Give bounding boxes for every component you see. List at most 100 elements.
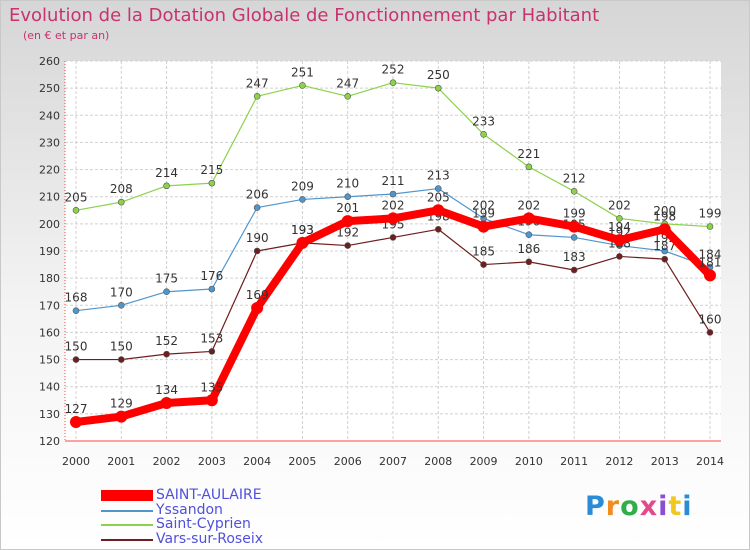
y-tick-label: 220 [39,164,60,177]
y-tick-label: 180 [39,272,60,285]
data-point-saint-cyprien [706,223,714,230]
data-label-vars-sur-roseix: 150 [65,340,88,354]
logo-letter: i [682,491,693,522]
data-point-vars-sur-roseix [525,258,533,266]
data-point-yssandon [661,247,669,255]
data-point-vars-sur-roseix [253,247,261,255]
data-label-saint-cyprien: 212 [563,171,586,185]
legend-label-yssandon: Yssandon [156,502,223,518]
data-point-vars-sur-roseix [434,225,442,233]
logo-letter: o [620,491,640,522]
y-tick-label: 140 [39,381,60,394]
legend-swatch-saint-aulaire [101,490,153,501]
y-tick-label: 120 [39,435,60,448]
data-point-saint-cyprien [117,198,125,206]
data-label-yssandon: 211 [382,174,405,188]
data-label-saint-aulaire: 181 [699,255,722,269]
data-point-saint-aulaire [704,269,716,282]
data-point-vars-sur-roseix [72,356,80,363]
x-tick-label: 2008 [424,455,452,468]
data-label-yssandon: 210 [336,177,359,191]
data-point-saint-aulaire [296,236,309,249]
data-label-saint-cyprien: 202 [608,198,631,212]
data-point-saint-cyprien [208,179,216,187]
y-tick-label: 200 [39,218,60,231]
data-label-saint-cyprien: 233 [472,114,495,128]
data-label-vars-sur-roseix: 150 [110,340,133,354]
y-tick-label: 230 [39,136,60,149]
data-point-vars-sur-roseix [661,255,669,263]
legend-label-saint-aulaire: SAINT-AULAIRE [156,487,262,503]
y-tick-label: 130 [39,408,60,421]
logo-letter: t [668,491,683,522]
data-point-yssandon [208,285,216,293]
data-label-saint-cyprien: 200 [653,204,676,218]
data-point-saint-aulaire [477,220,490,233]
data-label-saint-aulaire: 199 [472,207,495,221]
logo-letter: i [658,491,669,522]
data-point-saint-cyprien [525,163,533,171]
data-label-saint-cyprien: 199 [699,207,722,221]
x-tick-label: 2010 [515,455,543,468]
data-point-saint-cyprien [72,206,80,214]
data-label-saint-cyprien: 221 [517,147,540,161]
y-tick-label: 170 [39,299,60,312]
data-label-yssandon: 209 [291,179,314,193]
data-point-yssandon [163,288,170,296]
x-tick-label: 2006 [334,455,362,468]
logo-letter: P [585,491,606,522]
data-point-yssandon [72,307,80,315]
x-tick-label: 2009 [470,455,498,468]
data-point-vars-sur-roseix [616,253,623,260]
data-label-saint-aulaire: 169 [246,288,269,302]
data-label-saint-cyprien: 215 [200,163,223,177]
chart-title: Evolution de la Dotation Globale de Fonc… [9,5,600,26]
data-label-saint-cyprien: 247 [246,76,269,90]
logo-letter: x [639,491,659,522]
data-point-saint-aulaire [522,212,535,225]
legend-swatch-yssandon [101,510,153,512]
data-label-saint-aulaire: 199 [563,207,586,221]
data-label-yssandon: 170 [110,285,133,299]
data-point-vars-sur-roseix [208,348,216,355]
data-label-saint-aulaire: 202 [517,198,540,212]
data-point-saint-cyprien [253,92,261,100]
data-point-saint-cyprien [434,84,442,92]
chart-subtitle: (en € et par an) [23,29,110,42]
data-label-saint-aulaire: 134 [155,383,178,397]
data-point-saint-cyprien [616,215,623,222]
data-label-saint-cyprien: 247 [336,76,359,90]
y-tick-label: 160 [39,326,60,339]
x-tick-label: 2007 [379,455,407,468]
data-point-saint-cyprien [570,187,578,195]
data-point-saint-aulaire [251,302,264,314]
data-label-yssandon: 206 [246,188,269,202]
data-label-saint-aulaire: 129 [110,397,133,411]
data-label-saint-cyprien: 252 [382,63,405,77]
y-tick-label: 210 [39,191,60,204]
data-point-vars-sur-roseix [706,329,714,336]
data-point-yssandon [570,234,578,241]
data-label-yssandon: 168 [65,291,88,305]
y-tick-label: 240 [39,109,60,122]
data-point-saint-cyprien [344,92,352,100]
data-label-vars-sur-roseix: 186 [517,242,540,256]
data-point-saint-aulaire [568,220,581,233]
x-tick-label: 2004 [243,455,271,468]
data-label-vars-sur-roseix: 185 [472,245,495,259]
data-label-saint-cyprien: 205 [65,190,88,204]
data-point-vars-sur-roseix [117,356,125,363]
data-label-vars-sur-roseix: 152 [155,334,178,348]
data-point-vars-sur-roseix [570,266,578,274]
x-tick-label: 2012 [605,455,633,468]
data-point-saint-aulaire [160,397,173,409]
legend-swatch-vars-sur-roseix [101,539,153,541]
data-point-saint-cyprien [163,182,170,190]
data-label-saint-cyprien: 250 [427,68,450,82]
data-point-vars-sur-roseix [344,242,352,249]
x-tick-label: 2014 [696,455,724,468]
data-point-saint-cyprien [480,130,487,138]
data-label-saint-cyprien: 251 [291,65,314,79]
